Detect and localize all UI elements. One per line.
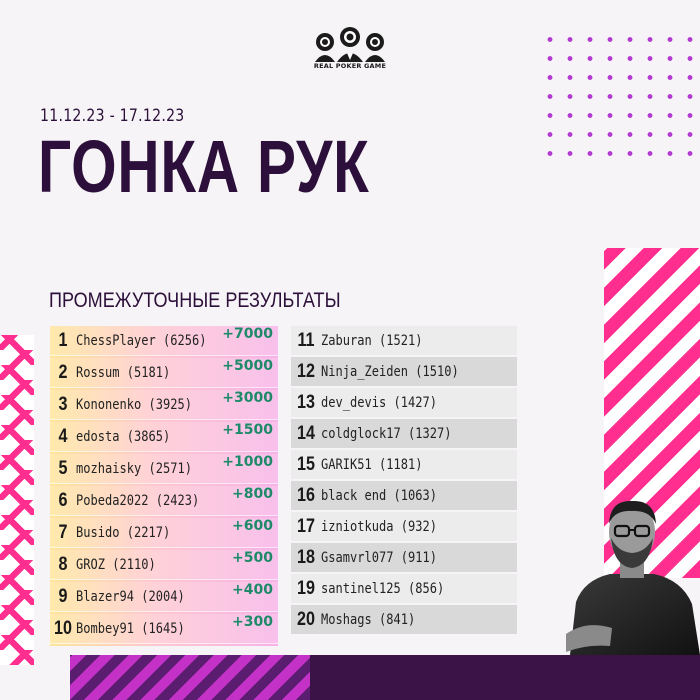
player-name: ChessPlayer (6256): [76, 332, 207, 349]
rank-number: 14: [297, 422, 315, 444]
brand-name: REAL POKER GAME: [313, 62, 387, 70]
player-name: Ninja_Zeiden (1510): [321, 363, 459, 380]
leaderboard-row: 18 Gsamvrl077 (911): [291, 543, 517, 572]
bottom-stripe-band: [70, 655, 700, 700]
leaderboard-row: 8 GROZ (2110) +500: [50, 550, 278, 580]
leaderboard-row: 4 edosta (3865) +1500: [50, 422, 278, 452]
rank-number: 2: [58, 361, 68, 383]
leaderboard-row: 19 santinel125 (856): [291, 574, 517, 603]
prize-bonus: +1500: [222, 422, 273, 438]
rank-number: 6: [58, 489, 68, 511]
prize-bonus: +3000: [222, 390, 273, 406]
player-name: Blazer94 (2004): [76, 588, 185, 605]
player-name: black end (1063): [321, 487, 437, 504]
rank-number: 15: [297, 453, 315, 475]
leaderboard-top-ten: 1 ChessPlayer (6256) +7000 2 Rossum (5181) +…: [50, 326, 278, 646]
player-name: mozhaisky (2571): [76, 460, 192, 477]
leaderboard-places-11-20: 11 Zaburan (1521) 12 Ninja_Zeiden (1510) 1…: [291, 326, 517, 636]
prize-bonus: +500: [232, 550, 273, 566]
leaderboard-row: 7 Busido (2217) +600: [50, 518, 278, 548]
player-name: Pobeda2022 (2423): [76, 492, 200, 509]
rank-number: 13: [297, 391, 315, 413]
player-name: dev_devis (1427): [321, 394, 437, 411]
player-name: Gsamvrl077 (911): [321, 549, 437, 566]
rank-number: 11: [297, 329, 315, 351]
leaderboard-row: 1 ChessPlayer (6256) +7000: [50, 326, 278, 356]
section-subtitle: ПРОМЕЖУТОЧНЫЕ РЕЗУЛЬТАТЫ: [49, 289, 341, 312]
prize-bonus: +300: [232, 614, 273, 630]
leaderboard-row: 10 Bombey91 (1645) +300: [50, 614, 278, 644]
leaderboard-row: 16 black end (1063): [291, 481, 517, 510]
player-name: GROZ (2110): [76, 556, 156, 573]
brand-logo: REAL POKER GAME: [307, 26, 393, 74]
rank-number: 5: [58, 457, 68, 479]
player-name: GARIK51 (1181): [321, 456, 423, 473]
leaderboard-row: 15 GARIK51 (1181): [291, 450, 517, 479]
player-name: Moshags (841): [321, 611, 416, 628]
rank-number: 10: [54, 617, 72, 639]
leaderboard-row: 3 Kononenko (3925) +3000: [50, 390, 278, 420]
rank-number: 18: [297, 546, 315, 568]
rank-number: 17: [297, 515, 315, 537]
player-photo: [566, 500, 700, 655]
leaderboard-row: 14 coldglock17 (1327): [291, 419, 517, 448]
prize-bonus: +1000: [222, 454, 273, 470]
leaderboard-row: 6 Pobeda2022 (2423) +800: [50, 486, 278, 516]
leaderboard-row: 5 mozhaisky (2571) +1000: [50, 454, 278, 484]
player-name: edosta (3865): [76, 428, 171, 445]
rank-number: 4: [58, 425, 68, 447]
player-name: Kononenko (3925): [76, 396, 192, 413]
prize-bonus: +5000: [222, 358, 273, 374]
rank-number: 3: [58, 393, 68, 415]
pink-chevron-decoration: [0, 335, 34, 665]
rank-number: 19: [297, 577, 315, 599]
rank-number: 8: [58, 553, 68, 575]
prize-bonus: +600: [232, 518, 273, 534]
leaderboard-row: 12 Ninja_Zeiden (1510): [291, 357, 517, 386]
leaderboard-row: 2 Rossum (5181) +5000: [50, 358, 278, 388]
player-name: Busido (2217): [76, 524, 171, 541]
date-range: 11.12.23 - 17.12.23: [40, 106, 185, 126]
page-title: ГОНКА РУК: [38, 125, 370, 208]
prize-bonus: +400: [232, 582, 273, 598]
player-name: Bombey91 (1645): [76, 620, 185, 637]
leaderboard-row: 17 izniotkuda (932): [291, 512, 517, 541]
leaderboard-row: 13 dev_devis (1427): [291, 388, 517, 417]
player-name: Zaburan (1521): [321, 332, 423, 349]
leaderboard-row: 11 Zaburan (1521): [291, 326, 517, 355]
rank-number: 20: [297, 608, 315, 630]
rank-number: 12: [297, 360, 315, 382]
rank-number: 7: [58, 521, 68, 543]
leaderboard-row: 9 Blazer94 (2004) +400: [50, 582, 278, 612]
player-name: Rossum (5181): [76, 364, 171, 381]
rank-number: 16: [297, 484, 315, 506]
poker-players-logo-icon: [315, 27, 385, 62]
prize-bonus: +800: [232, 486, 273, 502]
leaderboard-row: 20 Moshags (841): [291, 605, 517, 634]
player-name: izniotkuda (932): [321, 518, 437, 535]
rank-number: 1: [58, 329, 68, 351]
player-name: coldglock17 (1327): [321, 425, 452, 442]
player-name: santinel125 (856): [321, 580, 445, 597]
prize-bonus: +7000: [222, 326, 273, 342]
dot-pattern-decoration: [540, 30, 700, 165]
rank-number: 9: [58, 585, 68, 607]
